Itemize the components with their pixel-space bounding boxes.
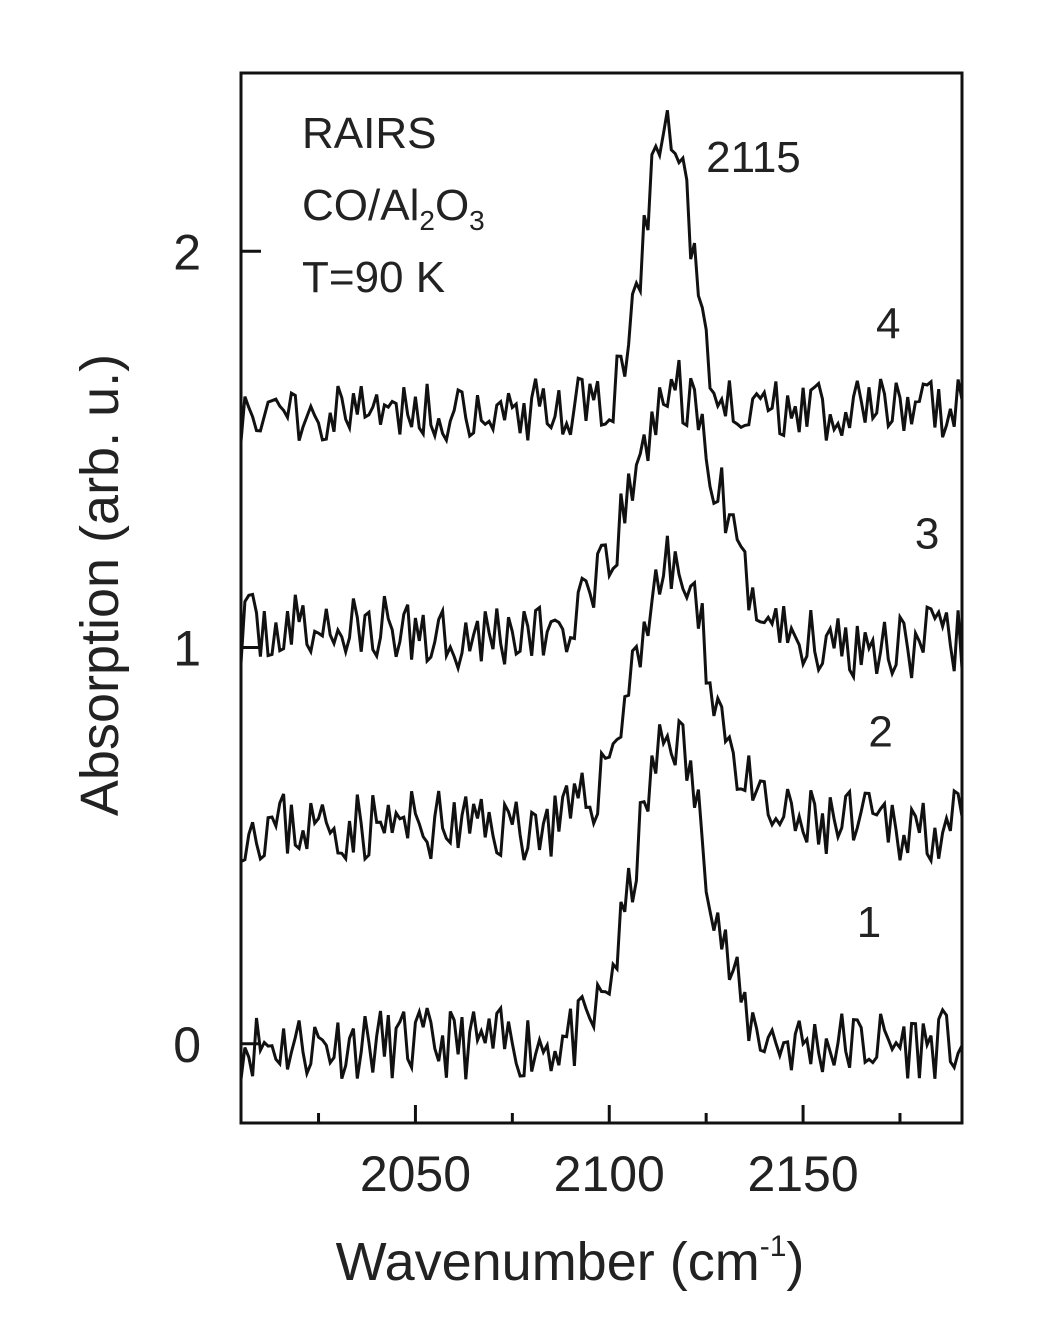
x-axis-label-main: Wavenumber (cm xyxy=(336,1232,760,1292)
series-label-1: 1 xyxy=(857,898,881,947)
series-line-1 xyxy=(239,717,964,1080)
x-tick-label-2100: 2100 xyxy=(554,1146,665,1202)
peak-label: 2115 xyxy=(706,133,801,182)
annotation-line-1: RAIRS xyxy=(302,109,436,158)
ticks-layer: 2050 2100 2150 0 1 2 xyxy=(173,224,902,1202)
x-axis-label-close: ) xyxy=(786,1232,804,1292)
series-label-3: 3 xyxy=(915,510,939,559)
x-axis-label: Wavenumber (cm-1) xyxy=(336,1230,805,1292)
annotation-line-3: T=90 K xyxy=(302,253,445,302)
y-tick-label-0: 0 xyxy=(173,1017,201,1073)
series-label-4: 4 xyxy=(876,300,900,349)
y-tick-label-2: 2 xyxy=(173,224,201,280)
plot-frame xyxy=(239,71,964,1125)
y-tick-label-1: 1 xyxy=(173,621,201,677)
y-axis-label: Absorption (arb. u.) xyxy=(70,354,130,816)
series-label-2: 2 xyxy=(868,708,892,757)
series-line-3 xyxy=(239,359,964,682)
series-line-2 xyxy=(240,535,964,866)
x-tick-label-2150: 2150 xyxy=(747,1146,858,1202)
series-layer xyxy=(239,110,964,1080)
annotation-line-2: CO/Al2O3 xyxy=(302,181,485,236)
x-axis-label-sup: -1 xyxy=(760,1230,787,1263)
x-tick-label-2050: 2050 xyxy=(360,1146,471,1202)
series-line-4 xyxy=(239,110,964,445)
labels-layer: 1 2 3 4 RAIRS CO/Al2O3 T=90 K 2115 xyxy=(302,109,939,947)
